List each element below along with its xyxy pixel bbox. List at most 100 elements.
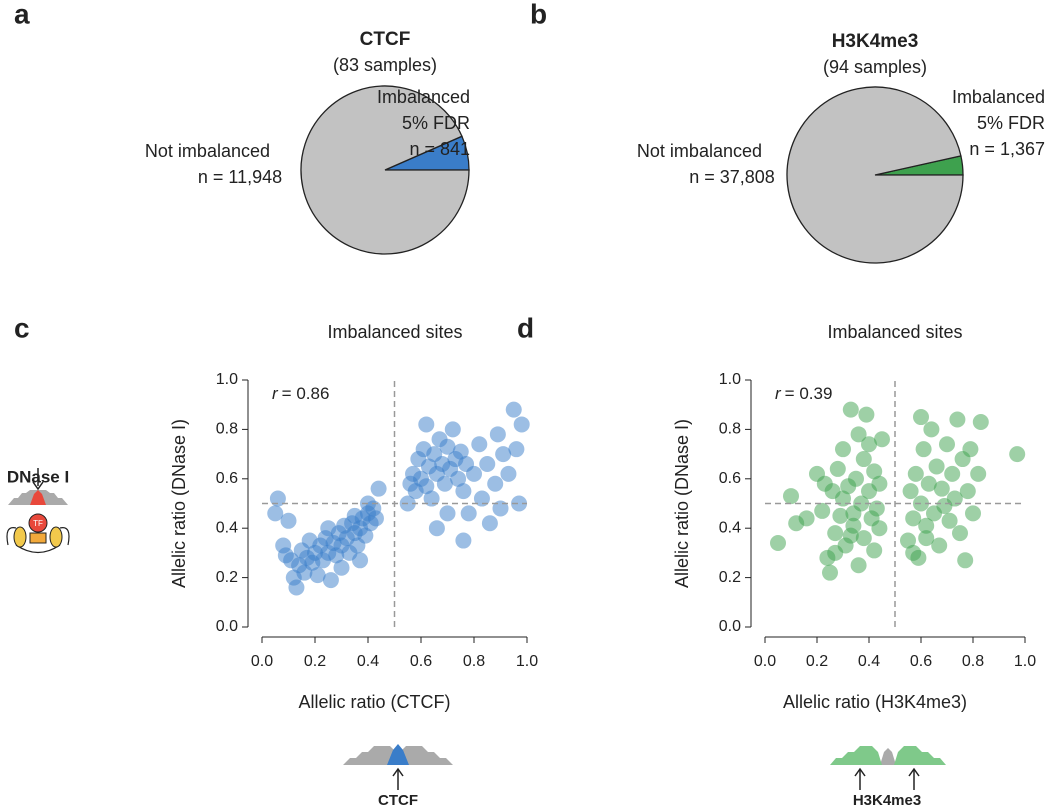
slice-value-label: n = 37,808: [689, 167, 775, 187]
panel-label: d: [517, 312, 534, 343]
h3k4me3-cartoon: [830, 746, 946, 790]
x-tick-label: 0.6: [910, 653, 932, 670]
x-tick-label: 1.0: [1014, 653, 1036, 670]
x-tick-label: 1.0: [516, 653, 538, 670]
scatter-point: [855, 530, 872, 547]
stat-annotation: r = 0.86: [272, 384, 329, 403]
slice-value-label: n = 841: [409, 139, 470, 159]
pie-subtitle: (94 samples): [823, 57, 927, 77]
stat-symbol: r: [272, 384, 279, 403]
scatter-point: [455, 483, 472, 500]
scatter-point: [418, 478, 435, 495]
scatter-point: [972, 413, 989, 430]
y-tick-label: 0.4: [719, 519, 741, 536]
scatter-point: [481, 515, 498, 532]
scatter-point: [931, 537, 948, 554]
slice-value-label: n = 11,948: [198, 167, 282, 187]
scatter-point: [957, 552, 974, 569]
scatter-point: [508, 441, 525, 458]
scatter-point: [832, 507, 849, 524]
y-tick-label: 0.2: [216, 569, 238, 586]
scatter-point: [959, 483, 976, 500]
scatter-point: [816, 475, 833, 492]
pie-slice: [786, 86, 964, 264]
scatter-point: [835, 441, 851, 458]
scatter-point: [850, 557, 867, 574]
pie-title: H3K4me3: [832, 31, 919, 52]
scatter-point: [460, 505, 477, 522]
scatter-point: [444, 421, 461, 438]
x-tick-label: 0.8: [463, 653, 485, 670]
scatter-point: [450, 470, 467, 487]
annotation: DNase I: [7, 467, 69, 486]
stat-value: = 0.39: [785, 384, 833, 403]
scatter-point: [783, 488, 799, 505]
scatter-point: [439, 438, 456, 455]
scatter-point: [370, 480, 387, 497]
y-tick-label: 0.8: [216, 421, 238, 438]
scatter-point: [871, 475, 888, 492]
scatter-point: [905, 510, 922, 527]
dnase-cartoon: [6, 468, 70, 554]
scatter-point: [965, 505, 981, 522]
scatter-point: [858, 406, 875, 423]
scatter-point: [902, 483, 919, 500]
scatter-point: [471, 436, 488, 453]
slice-label: Not imbalanced: [637, 141, 762, 161]
scatter-point: [850, 426, 867, 443]
footer-label: H3K4me3: [853, 792, 921, 809]
scatter-point: [900, 532, 916, 549]
y-tick-label: 0.6: [216, 470, 238, 487]
scatter-point: [905, 544, 922, 561]
scatter-point: [367, 510, 384, 527]
stat-symbol: r: [775, 384, 782, 403]
scatter-point: [267, 505, 284, 522]
scatter-point: [915, 441, 932, 458]
scatter-point: [452, 443, 469, 460]
scatter-point: [939, 436, 955, 453]
stat-annotation: r = 0.39: [775, 384, 832, 403]
x-tick-label: 0.4: [858, 653, 880, 670]
stat-value: = 0.86: [282, 384, 330, 403]
scatter-point: [479, 455, 496, 472]
scatter-point: [352, 552, 369, 569]
scatter-point: [487, 475, 504, 492]
y-tick-label: 0.2: [719, 569, 741, 586]
scatter-point: [842, 527, 859, 544]
scatter-point: [933, 480, 950, 497]
scatter-point: [827, 544, 844, 561]
scatter-point: [871, 520, 888, 537]
pie-slice: [300, 85, 470, 255]
ctcf-cartoon: [343, 744, 453, 790]
scatter-point: [513, 416, 530, 433]
slice-label: Imbalanced: [952, 87, 1045, 107]
scatter-point: [866, 542, 883, 559]
y-tick-label: 0.0: [216, 618, 238, 635]
scatter-point: [949, 411, 966, 428]
pie-title: CTCF: [360, 29, 411, 50]
scatter-point: [473, 490, 490, 507]
scatter-point: [913, 409, 929, 426]
scatter-point: [1009, 446, 1026, 463]
scatter-point: [814, 502, 831, 519]
chart-title: Imbalanced sites: [327, 322, 462, 342]
y-tick-label: 0.0: [719, 618, 741, 635]
scatter-point: [874, 431, 890, 448]
scatter-point: [357, 527, 374, 544]
scatter-point: [505, 401, 522, 418]
slice-label: Not imbalanced: [145, 141, 270, 161]
scatter-point: [920, 475, 937, 492]
scatter-point: [280, 512, 297, 529]
scatter-point: [907, 465, 924, 482]
x-tick-label: 0.8: [962, 653, 984, 670]
scatter-point: [436, 475, 453, 492]
slice-label: 5% FDR: [977, 113, 1045, 133]
slice-label: 5% FDR: [402, 113, 470, 133]
x-tick-label: 0.2: [304, 653, 326, 670]
y-tick-label: 0.8: [719, 421, 741, 438]
scatter-point: [489, 426, 506, 443]
scatter-point: [466, 465, 482, 482]
scatter-point: [842, 401, 859, 418]
scatter-point: [952, 525, 968, 542]
